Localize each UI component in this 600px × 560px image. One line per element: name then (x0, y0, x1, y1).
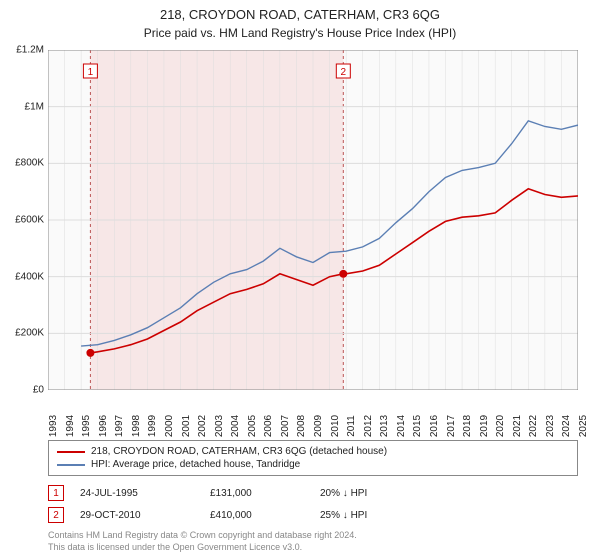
x-tick-label: 2016 (429, 415, 440, 437)
x-tick-label: 2000 (164, 415, 175, 437)
x-tick-label: 2009 (313, 415, 324, 437)
x-axis: 1993 1994 1995 1996 1997 1998 1999 2000 2001 2002… (48, 392, 578, 442)
x-tick-label: 1993 (48, 415, 59, 437)
legend-label: HPI: Average price, detached house, Tand… (91, 459, 300, 470)
y-tick-label: £0 (33, 385, 44, 396)
x-tick-label: 2014 (396, 415, 407, 437)
y-axis: £0£200K£400K£600K£800K£1M£1.2M (0, 50, 48, 390)
x-tick-label: 2025 (578, 415, 589, 437)
marker-table: 1 24-JUL-1995£131,00020% ↓ HPI 2 29-OCT-201… (48, 482, 578, 526)
marker-row: 1 24-JUL-1995£131,00020% ↓ HPI (48, 482, 578, 504)
legend-label: 218, CROYDON ROAD, CATERHAM, CR3 6QG (de… (91, 446, 387, 457)
marker-badge: 2 (48, 507, 64, 523)
marker-hpi: 20% ↓ HPI (320, 488, 367, 499)
x-tick-label: 2020 (495, 415, 506, 437)
x-tick-label: 2024 (561, 415, 572, 437)
x-tick-label: 2023 (545, 415, 556, 437)
marker-hpi: 25% ↓ HPI (320, 510, 367, 521)
y-tick-label: £600K (15, 215, 44, 226)
marker-date: 24-JUL-1995 (80, 488, 210, 499)
x-tick-label: 2019 (479, 415, 490, 437)
license-text: Contains HM Land Registry data © Crown c… (48, 526, 578, 553)
x-tick-label: 2012 (363, 415, 374, 437)
marker-date: 29-OCT-2010 (80, 510, 210, 521)
svg-text:2: 2 (341, 67, 347, 78)
license-line-1: Contains HM Land Registry data © Crown c… (48, 530, 578, 542)
license-line-2: This data is licensed under the Open Gov… (48, 542, 578, 554)
legend: 218, CROYDON ROAD, CATERHAM, CR3 6QG (de… (48, 440, 578, 476)
x-tick-label: 2015 (412, 415, 423, 437)
chart-plot-area: 12 (48, 50, 578, 390)
x-tick-label: 2003 (214, 415, 225, 437)
x-tick-label: 1997 (114, 415, 125, 437)
x-tick-label: 2004 (230, 415, 241, 437)
x-tick-label: 2006 (263, 415, 274, 437)
y-tick-label: £400K (15, 271, 44, 282)
marker-price: £131,000 (210, 488, 320, 499)
y-tick-label: £1.2M (16, 45, 44, 56)
marker-badge: 1 (48, 485, 64, 501)
chart-subtitle: Price paid vs. HM Land Registry's House … (0, 24, 600, 40)
x-tick-label: 2007 (280, 415, 291, 437)
x-tick-label: 1998 (131, 415, 142, 437)
marker-row: 2 29-OCT-2010£410,00025% ↓ HPI (48, 504, 578, 526)
legend-swatch (57, 464, 85, 466)
svg-text:1: 1 (88, 67, 94, 78)
marker-price: £410,000 (210, 510, 320, 521)
x-tick-label: 2022 (528, 415, 539, 437)
y-tick-label: £200K (15, 328, 44, 339)
legend-item: HPI: Average price, detached house, Tand… (57, 458, 569, 471)
x-tick-label: 2017 (446, 415, 457, 437)
x-tick-label: 2018 (462, 415, 473, 437)
x-tick-label: 1999 (147, 415, 158, 437)
legend-item: 218, CROYDON ROAD, CATERHAM, CR3 6QG (de… (57, 445, 569, 458)
y-tick-label: £800K (15, 158, 44, 169)
x-tick-label: 1994 (65, 415, 76, 437)
chart-title: 218, CROYDON ROAD, CATERHAM, CR3 6QG (0, 0, 600, 24)
x-tick-label: 2010 (330, 415, 341, 437)
x-tick-label: 2021 (512, 415, 523, 437)
x-tick-label: 1996 (98, 415, 109, 437)
legend-swatch (57, 451, 85, 453)
y-tick-label: £1M (25, 101, 44, 112)
x-tick-label: 2011 (346, 415, 357, 437)
bottom-panel: 218, CROYDON ROAD, CATERHAM, CR3 6QG (de… (48, 440, 578, 553)
x-tick-label: 1995 (81, 415, 92, 437)
x-tick-label: 2002 (197, 415, 208, 437)
x-tick-label: 2013 (379, 415, 390, 437)
x-tick-label: 2005 (247, 415, 258, 437)
x-tick-label: 2008 (296, 415, 307, 437)
x-tick-label: 2001 (181, 415, 192, 437)
